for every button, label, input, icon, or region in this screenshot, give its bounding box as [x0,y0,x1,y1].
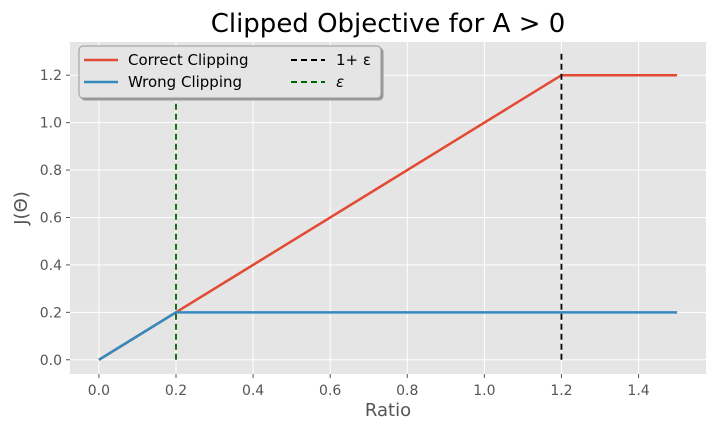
y-axis-label: J(Θ) [11,191,32,226]
x-axis-label: Ratio [365,400,411,421]
y-tick-label: 0.8 [40,163,62,179]
x-tick-label: 0.4 [242,383,264,399]
series-line-wrong-clipping [98,311,678,361]
legend-label-one-plus-epsilon: 1+ ε [336,51,371,69]
y-tick-label: 0.0 [40,353,62,369]
legend-label-wrong-clipping: Wrong Clipping [128,73,242,91]
x-tick-label: 0.6 [319,383,341,399]
chart-title: Clipped Objective for A > 0 [211,9,566,39]
x-tick-label: 1.2 [550,383,572,399]
x-axis-ticks: 0.0 0.2 0.4 0.6 0.8 1.0 1.2 1.4 [88,374,650,399]
x-tick-label: 0.8 [396,383,418,399]
y-tick-label: 0.4 [40,258,62,274]
x-tick-label: 0.2 [165,383,187,399]
y-axis-ticks: 0.0 0.2 0.4 0.6 0.8 1.0 1.2 [40,68,70,369]
series-layer [98,51,678,361]
y-tick-label: 1.0 [40,116,62,132]
legend-label-epsilon: ε [336,73,344,91]
y-tick-label: 0.2 [40,305,62,321]
x-tick-label: 1.0 [473,383,495,399]
x-tick-label: 0.0 [88,383,110,399]
y-tick-label: 1.2 [40,68,62,84]
x-tick-label: 1.4 [627,383,649,399]
legend: Correct Clipping Wrong Clipping 1+ ε ε [78,45,382,99]
y-tick-label: 0.6 [40,210,62,226]
legend-label-correct-clipping: Correct Clipping [128,51,249,69]
